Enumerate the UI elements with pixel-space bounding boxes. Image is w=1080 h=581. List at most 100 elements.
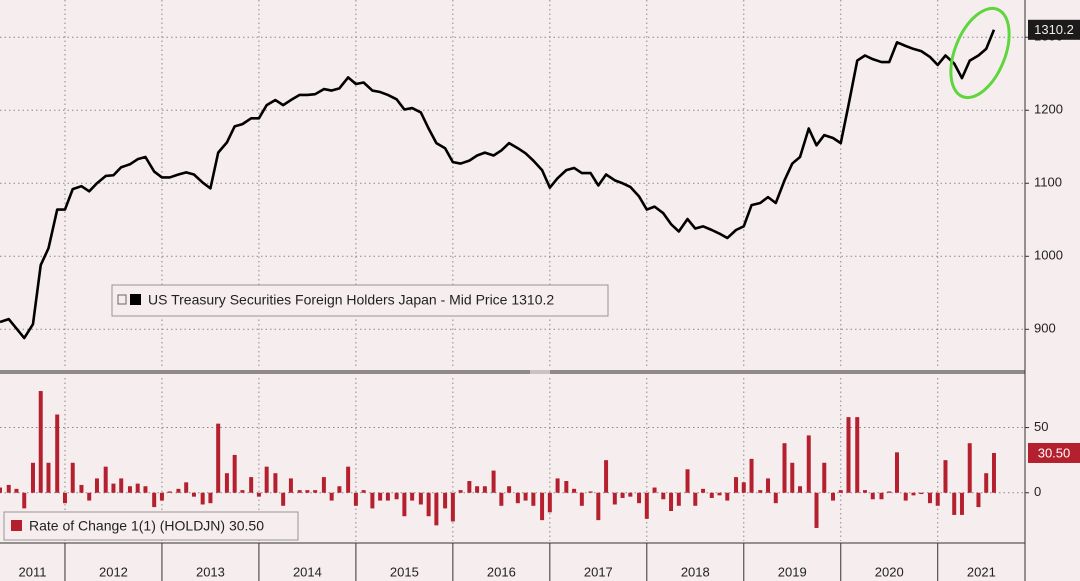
bar (709, 492, 714, 498)
bar (329, 492, 334, 501)
bar (846, 417, 851, 493)
y-tick-label: 1000 (1034, 248, 1063, 263)
bar (22, 492, 27, 509)
bar (30, 462, 35, 493)
bar (491, 470, 496, 493)
bar (523, 492, 528, 501)
legend-swatch (11, 520, 22, 531)
bar (394, 492, 399, 500)
bar (604, 460, 609, 493)
bar (943, 460, 948, 493)
bar (773, 492, 778, 504)
bar (855, 417, 860, 493)
bar (313, 490, 318, 493)
bar (676, 492, 681, 506)
bar (749, 458, 754, 493)
end-value-box (1028, 19, 1080, 40)
bar (191, 492, 196, 497)
bar (991, 452, 996, 493)
bar (717, 492, 722, 496)
bar (0, 487, 2, 493)
bar (167, 491, 172, 493)
bar (806, 435, 811, 493)
bar (273, 473, 278, 493)
bar (288, 478, 293, 493)
highlight-ellipse (949, 6, 1011, 100)
bar (862, 490, 867, 493)
bar (894, 452, 899, 493)
legend-icon (117, 294, 127, 305)
bar (620, 492, 625, 498)
y2-tick-label: 50 (1034, 419, 1048, 434)
bar (637, 492, 642, 504)
legend-label: US Treasury Securities Foreign Holders J… (148, 292, 554, 308)
x-tick-label: 2017 (584, 564, 613, 579)
bar (46, 462, 51, 493)
bar (62, 492, 67, 504)
bar (976, 492, 981, 508)
bar (143, 486, 148, 493)
bar (418, 492, 423, 505)
bar (741, 482, 746, 493)
bar (70, 462, 75, 493)
bar (911, 492, 916, 496)
bar (434, 492, 439, 526)
bar (200, 492, 205, 505)
bar (378, 492, 383, 501)
bar (967, 443, 972, 493)
bar (111, 483, 116, 493)
bar (555, 478, 560, 493)
divider-handle (530, 370, 550, 374)
legend-swatch (130, 294, 141, 305)
x-tick-label: 2011 (19, 564, 47, 579)
x-tick-label: 2016 (487, 564, 516, 579)
legend-label: Rate of Change 1(1) (HOLDJN) 30.50 (29, 518, 264, 534)
bar (6, 484, 11, 493)
bar (467, 481, 472, 493)
bar (507, 486, 512, 493)
bar (240, 490, 245, 493)
bar (596, 492, 601, 521)
bar (426, 492, 431, 517)
bar (612, 492, 617, 505)
bar (782, 443, 787, 493)
bar (572, 488, 577, 493)
x-tick-label: 2019 (778, 564, 807, 579)
bar (87, 492, 92, 501)
bar (232, 454, 237, 493)
bar (127, 486, 132, 493)
bar (661, 492, 666, 500)
bar (370, 492, 375, 509)
bar (879, 492, 884, 500)
end-value-box (1028, 442, 1080, 463)
bar (758, 490, 763, 493)
bar (346, 466, 351, 493)
bar (94, 478, 99, 493)
bar (256, 492, 261, 497)
bar (152, 492, 157, 508)
bar (159, 492, 164, 501)
legend-box (3, 511, 299, 541)
x-tick-label: 2021 (967, 564, 996, 579)
bar (135, 483, 140, 493)
bar (361, 490, 366, 493)
bar (499, 492, 504, 506)
bar (766, 478, 771, 493)
y-tick-label: 1200 (1034, 102, 1063, 117)
bar (385, 492, 390, 501)
bar (55, 414, 60, 493)
bar (531, 492, 536, 506)
bar (725, 492, 730, 501)
bar (685, 469, 690, 493)
bar (353, 492, 358, 506)
bar (79, 484, 84, 493)
bar (216, 423, 221, 493)
bar (822, 462, 827, 493)
x-tick-label: 2015 (390, 564, 419, 579)
bar (959, 492, 964, 515)
bar (305, 490, 310, 493)
bar (669, 492, 674, 512)
y-tick-label: 1100 (1034, 175, 1062, 190)
bar (38, 391, 43, 493)
